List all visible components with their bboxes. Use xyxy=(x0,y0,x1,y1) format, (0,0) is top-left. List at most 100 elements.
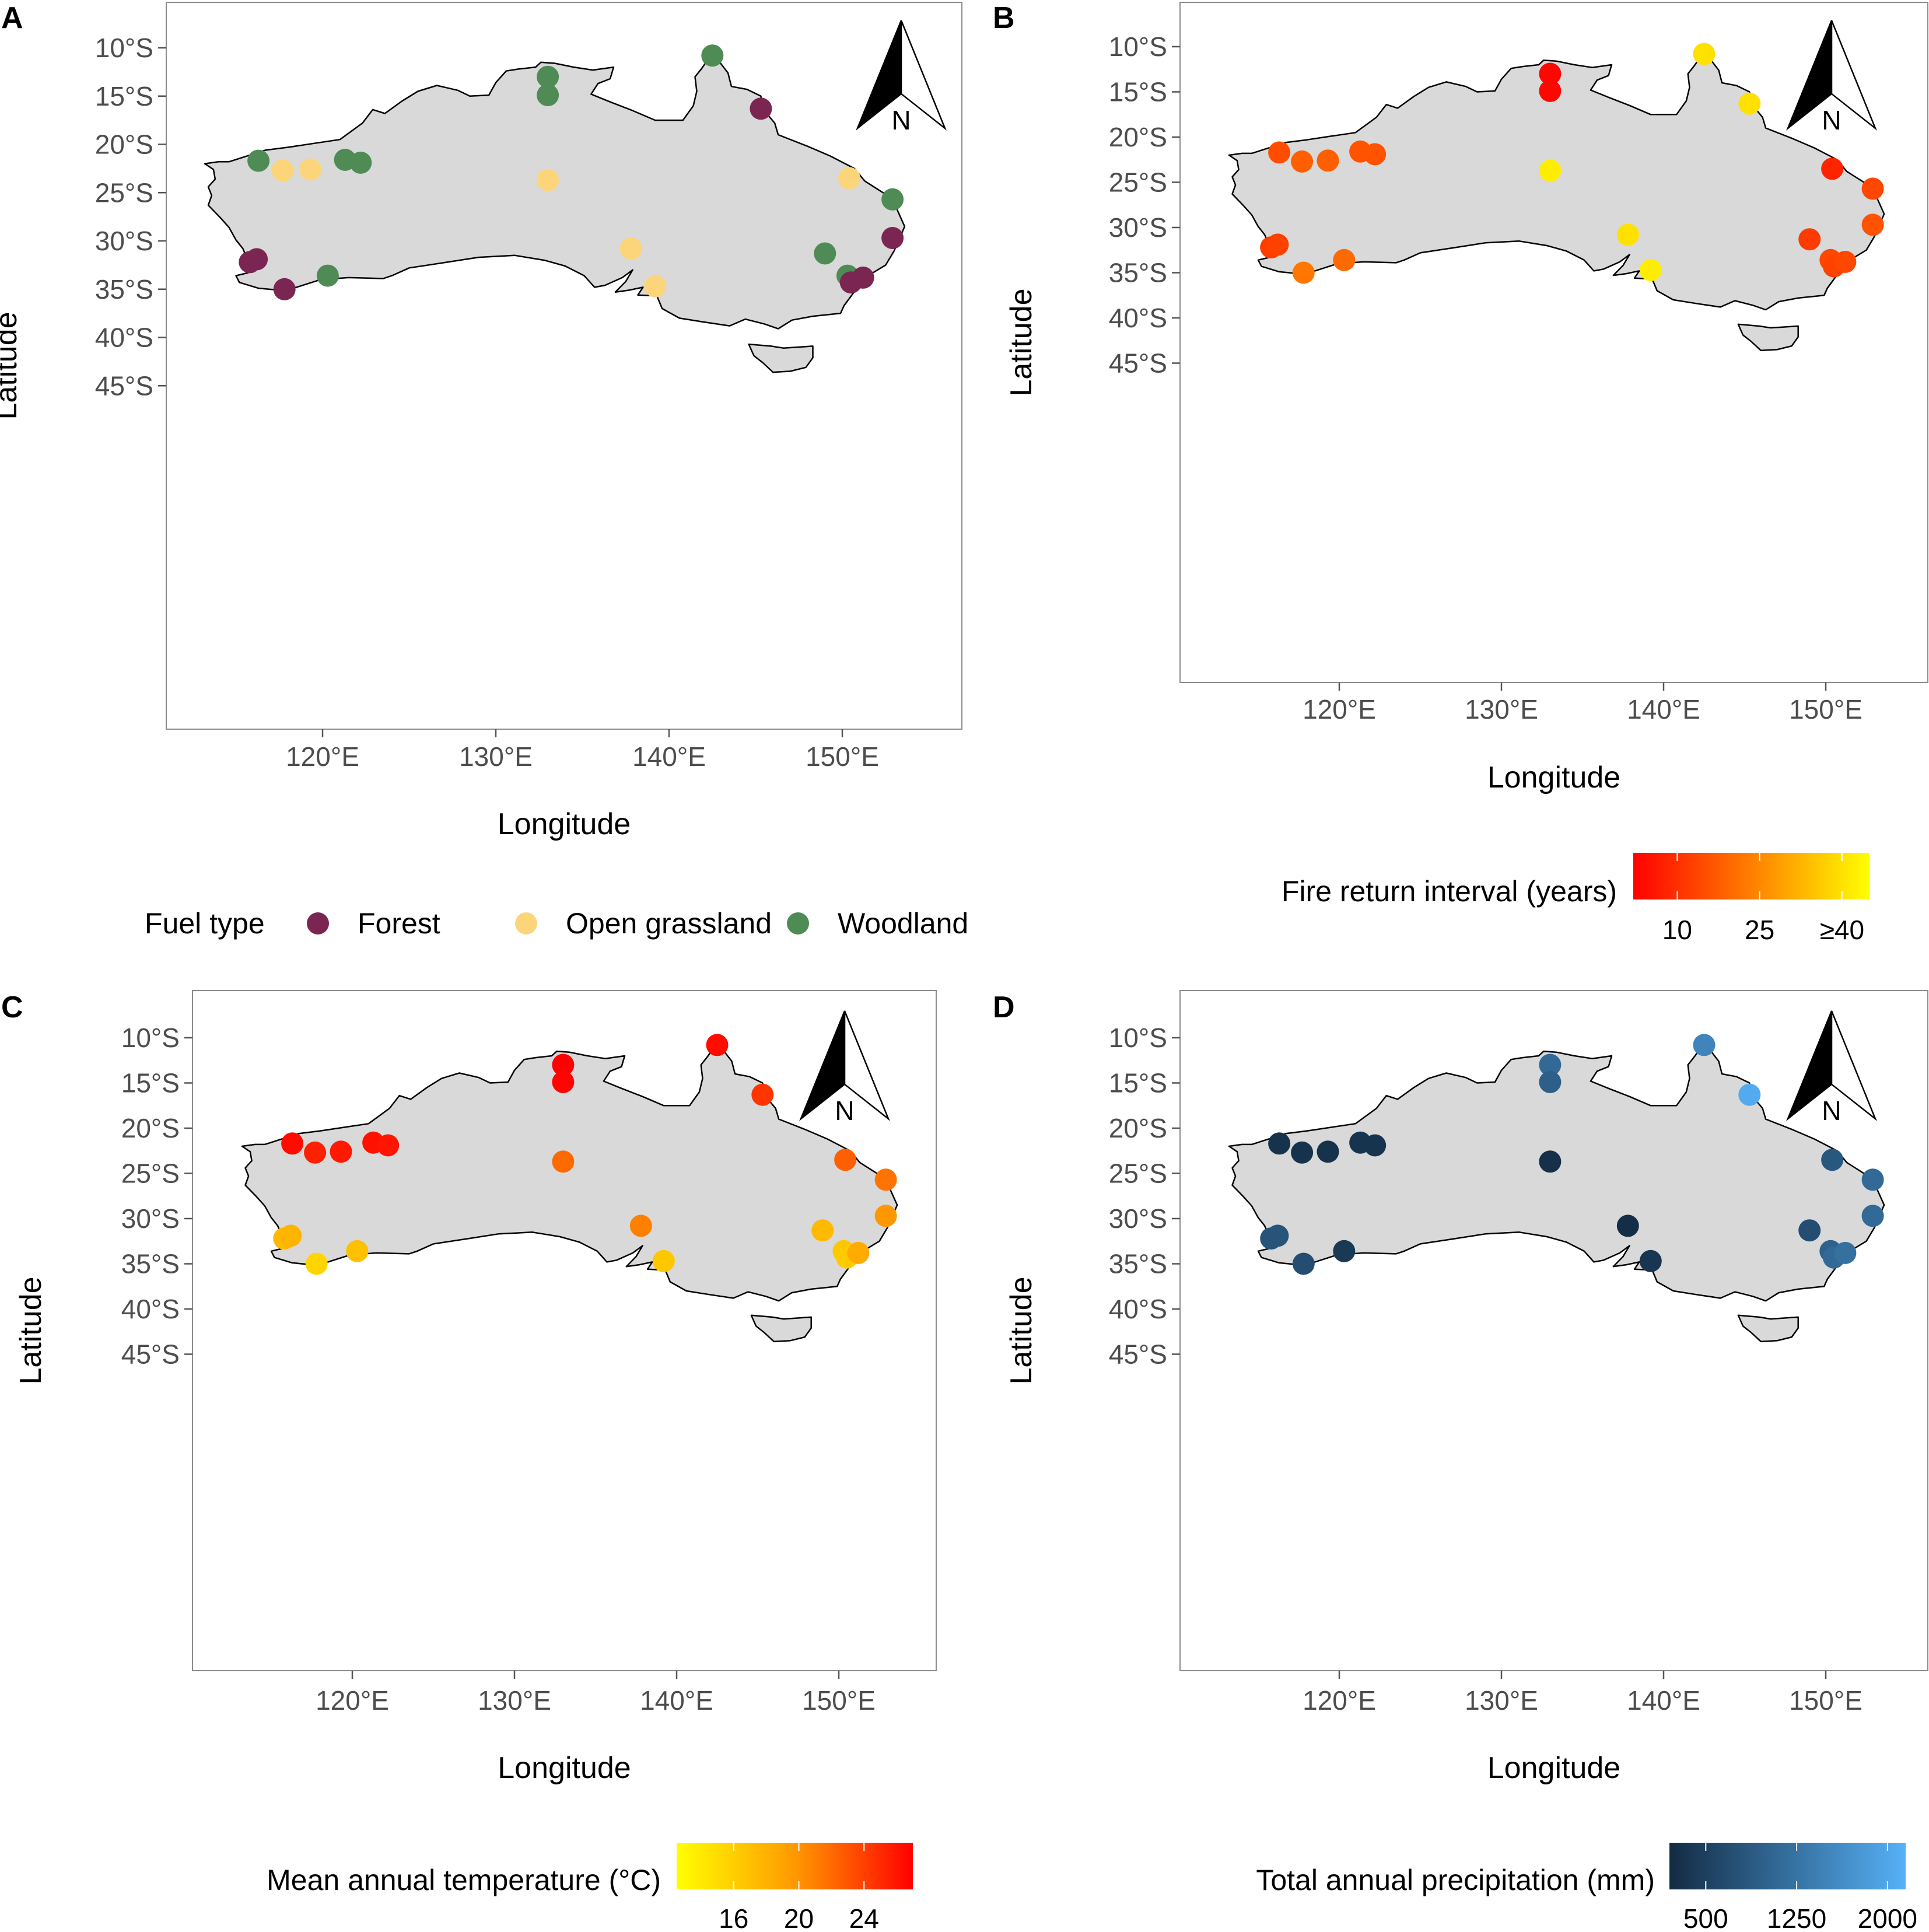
y-tick-label: 20°S xyxy=(1109,122,1167,152)
legend-title: Fuel type xyxy=(145,907,265,940)
north-arrow-icon: N xyxy=(1786,20,1877,135)
site-point xyxy=(1834,1241,1857,1264)
x-axis-title: Longitude xyxy=(1487,1751,1620,1785)
site-point xyxy=(316,264,339,287)
north-arrow-icon: N xyxy=(799,1010,890,1126)
legend-label: Open grassland xyxy=(566,907,772,940)
colorbar-tick-label: 20 xyxy=(784,1903,814,1932)
y-tick-label: 15°S xyxy=(95,81,153,111)
north-arrow-right-half xyxy=(1830,20,1877,131)
x-tick-label: 140°E xyxy=(1627,694,1700,724)
site-point xyxy=(1616,223,1639,246)
site-point xyxy=(750,97,772,120)
legend-label: Woodland xyxy=(838,907,968,940)
site-point xyxy=(1268,141,1291,164)
site-point xyxy=(1861,177,1884,200)
site-point xyxy=(1821,1149,1844,1171)
panel-b: B 10°S 15°S 20°S 25°S 30°S 35°S 40°S 45°S 120°E 13… xyxy=(993,1,1928,794)
north-label: N xyxy=(1822,1096,1841,1126)
x-axis-title: Longitude xyxy=(498,1751,631,1785)
colorbar-tick-label: 24 xyxy=(849,1903,879,1932)
site-point xyxy=(1861,1205,1884,1227)
legend-b: Fire return interval (years) 10 25 ≥40 xyxy=(1282,853,1870,945)
site-point xyxy=(552,1150,575,1173)
site-point xyxy=(1616,1214,1639,1237)
site-point xyxy=(652,1250,675,1272)
y-tick-label: 15°S xyxy=(1109,77,1167,107)
site-point xyxy=(1291,1141,1314,1164)
site-point xyxy=(751,1083,774,1106)
site-point xyxy=(881,227,904,249)
y-tick-label: 15°S xyxy=(121,1068,180,1098)
site-point xyxy=(1291,150,1314,173)
y-tick-label: 30°S xyxy=(1109,212,1167,243)
site-point xyxy=(619,237,642,260)
colorbar xyxy=(677,1843,913,1889)
site-point xyxy=(1364,1134,1387,1157)
site-point xyxy=(1834,250,1857,273)
y-tick-label: 35°S xyxy=(95,274,153,304)
y-tick-label: 20°S xyxy=(1109,1113,1167,1143)
site-point xyxy=(1539,1150,1562,1173)
site-point xyxy=(847,1241,870,1264)
colorbar-tick-label: 16 xyxy=(719,1903,748,1932)
site-point xyxy=(1364,143,1387,166)
x-tick-label: 140°E xyxy=(632,741,706,772)
site-point xyxy=(644,275,667,298)
y-tick-label: 40°S xyxy=(1109,303,1167,333)
panel-d: D 10°S 15°S 20°S 25°S 30°S 35°S 40°S 45°S 120°E 13… xyxy=(993,990,1928,1785)
y-tick-label: 40°S xyxy=(95,323,153,353)
north-arrow-right-half xyxy=(1830,1010,1877,1121)
x-tick-label: 130°E xyxy=(459,741,533,772)
x-tick-label: 140°E xyxy=(640,1685,713,1716)
site-point xyxy=(1268,1132,1291,1155)
site-point xyxy=(279,1224,302,1247)
site-point xyxy=(1266,1224,1289,1247)
colorbar-tick-label: ≥40 xyxy=(1820,915,1864,945)
site-point xyxy=(246,248,268,271)
legend-key xyxy=(515,912,537,935)
site-point xyxy=(1693,1034,1716,1056)
x-tick-label: 120°E xyxy=(286,741,359,772)
north-arrow-icon: N xyxy=(856,20,947,135)
site-point xyxy=(305,1252,328,1275)
site-point xyxy=(874,1205,897,1227)
colorbar-tick-label: 1250 xyxy=(1767,1903,1826,1932)
y-tick-label: 25°S xyxy=(1109,1158,1167,1189)
y-tick-label: 15°S xyxy=(1109,1068,1167,1098)
legend-label: Forest xyxy=(358,907,440,940)
site-point xyxy=(247,149,270,172)
legend-fuel-type: Fuel type Forest Open grassland Woodland xyxy=(145,907,968,940)
site-point xyxy=(1738,1083,1761,1106)
site-point xyxy=(1317,1140,1339,1163)
y-tick-label: 40°S xyxy=(121,1294,180,1324)
x-tick-label: 130°E xyxy=(1465,1685,1538,1716)
site-point xyxy=(1266,233,1289,256)
site-point xyxy=(701,44,724,67)
site-point xyxy=(349,151,372,174)
y-tick-label: 10°S xyxy=(1109,1023,1167,1053)
north-arrow-right-half xyxy=(900,20,947,131)
y-tick-label: 10°S xyxy=(121,1023,180,1053)
north-label: N xyxy=(835,1096,854,1126)
plot-border xyxy=(166,2,962,730)
x-axis-title: Longitude xyxy=(498,807,631,841)
tasmania xyxy=(748,343,814,373)
y-tick-label: 25°S xyxy=(121,1158,180,1189)
site-point xyxy=(1798,228,1821,251)
x-tick-label: 150°E xyxy=(1789,1685,1863,1716)
site-point xyxy=(1539,1054,1562,1076)
legend-key xyxy=(787,912,809,935)
site-point xyxy=(1333,1240,1356,1262)
plot-border xyxy=(1179,990,1928,1671)
site-point xyxy=(706,1034,729,1056)
y-axis-title: Latitude xyxy=(1004,288,1038,396)
colorbar-tick-label: 500 xyxy=(1683,1903,1728,1932)
legend-c: Mean annual temperature (°C) 16 20 24 xyxy=(267,1843,913,1932)
y-tick-label: 30°S xyxy=(121,1203,180,1234)
site-point xyxy=(1861,214,1884,236)
site-point xyxy=(852,266,874,289)
legend-d: Total annual precipitation (mm) 500 1250 20… xyxy=(1256,1843,1917,1932)
y-tick-label: 10°S xyxy=(1109,32,1167,62)
y-axis-title: Latitude xyxy=(1004,1276,1038,1384)
